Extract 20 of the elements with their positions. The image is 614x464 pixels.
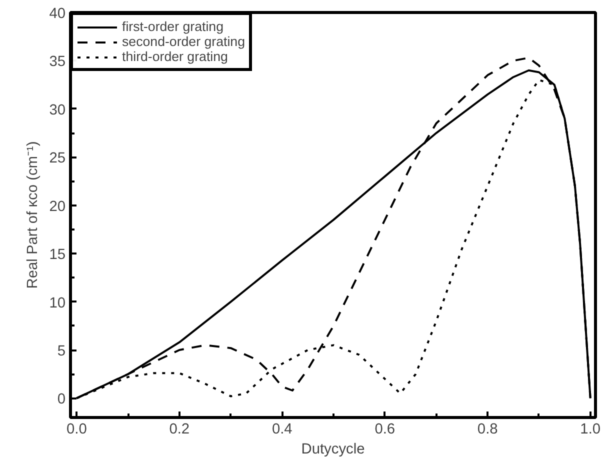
y-axis-title: Real Part of κco (cm⁻¹) bbox=[25, 141, 42, 289]
x-tick-label: 0.6 bbox=[374, 422, 396, 438]
x-tick-label: 0.2 bbox=[169, 422, 190, 438]
y-tick-label: 30 bbox=[49, 102, 66, 118]
y-tick-label: 40 bbox=[49, 6, 66, 22]
y-tick-label: 10 bbox=[49, 295, 66, 312]
legend-label: second-order grating bbox=[122, 34, 245, 49]
x-tick-label: 0.8 bbox=[477, 422, 498, 438]
x-tick-label: 0.4 bbox=[272, 422, 292, 438]
legend-label: first-order grating bbox=[122, 19, 224, 34]
y-tick-label: 0 bbox=[57, 392, 66, 408]
x-tick-label: 1.0 bbox=[580, 422, 601, 438]
x-tick-label: 0.0 bbox=[66, 422, 87, 438]
y-tick-label: 20 bbox=[49, 198, 66, 215]
y-tick-label: 35 bbox=[49, 54, 66, 70]
y-tick-label: 15 bbox=[49, 247, 66, 264]
y-tick-label: 25 bbox=[49, 150, 66, 167]
y-tick-label: 5 bbox=[57, 344, 66, 360]
legend-label: third-order grating bbox=[122, 49, 228, 64]
x-axis-title: Dutycycle bbox=[301, 442, 365, 458]
